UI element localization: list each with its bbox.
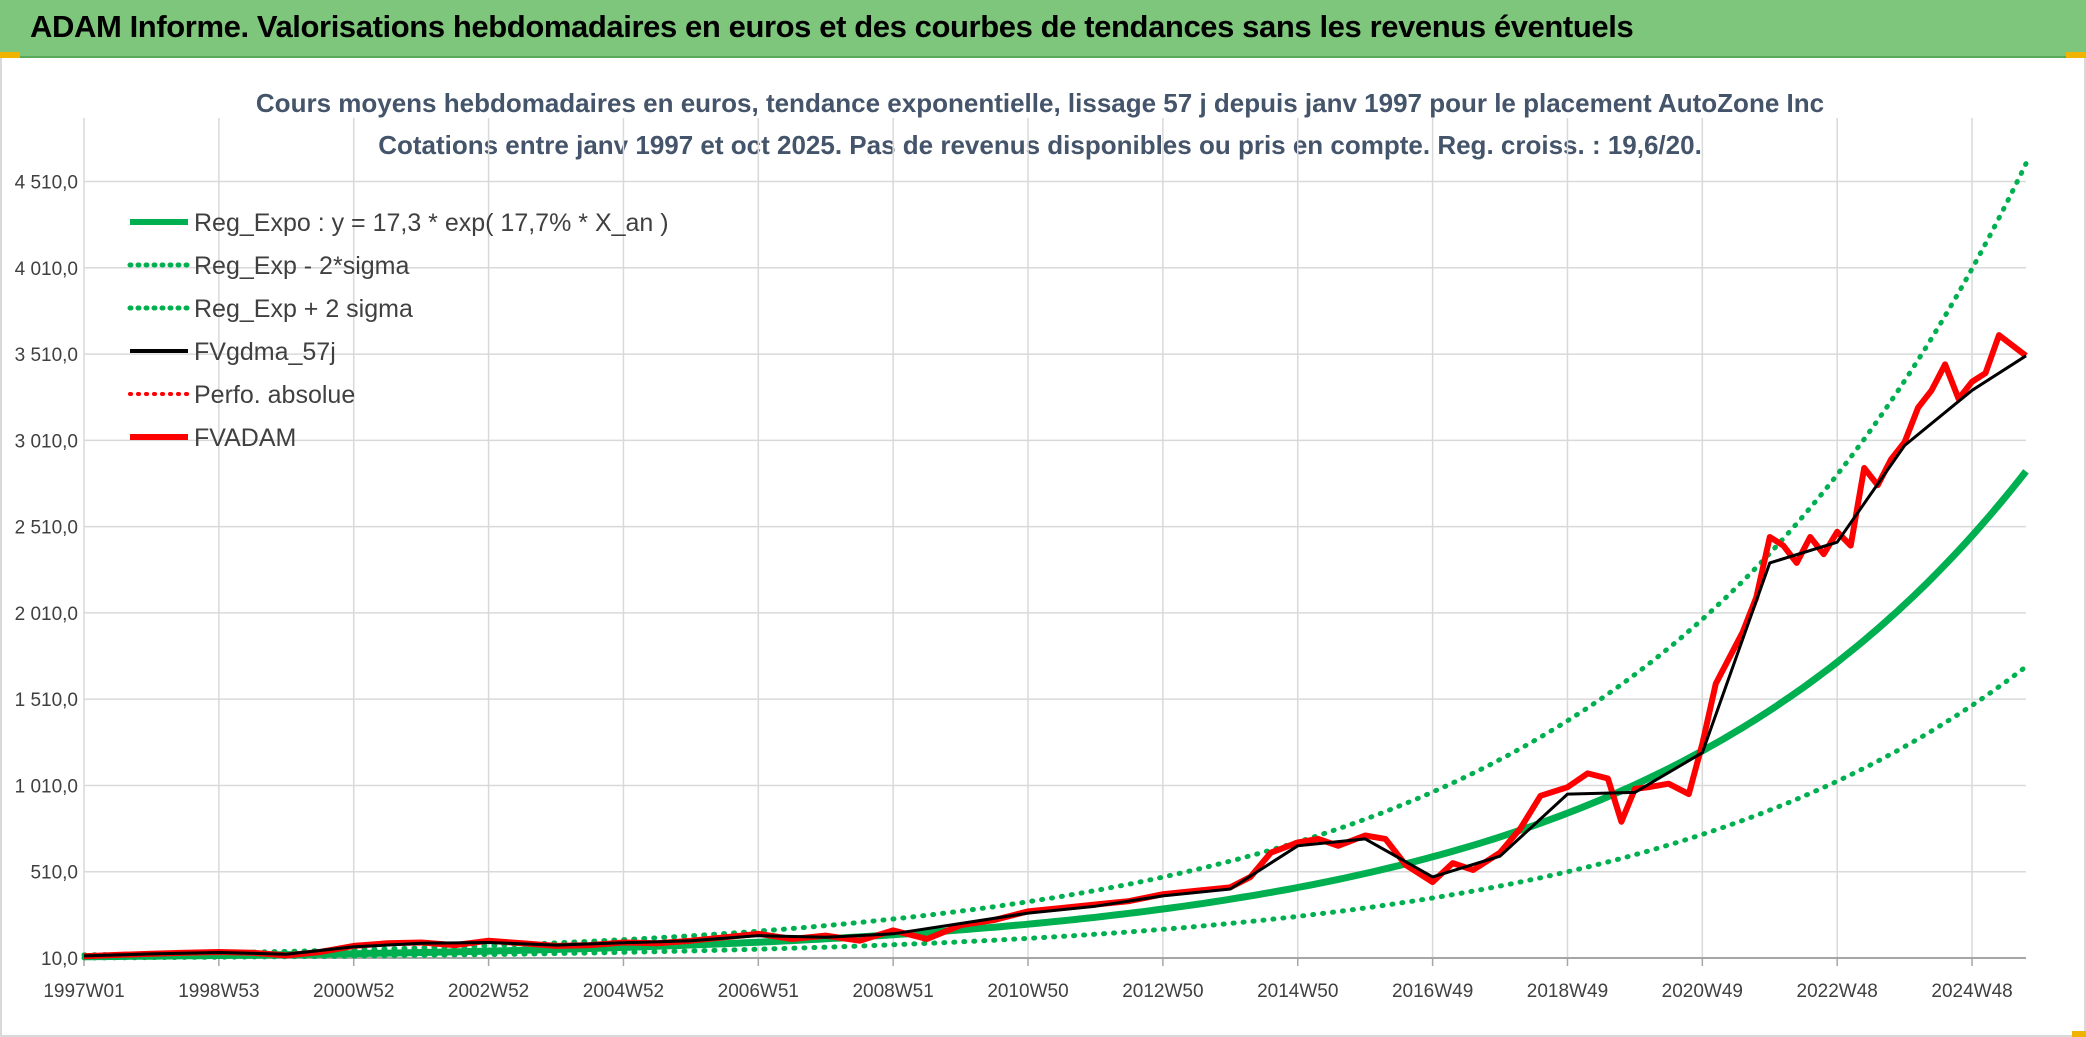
x-axis: 1997W01 1998W53 2000W52 2002W52 2004W52 2006W… bbox=[43, 957, 2026, 1002]
x-tick-label: 2018W49 bbox=[1527, 981, 1608, 1002]
y-tick-label: 1 510,0 bbox=[15, 690, 78, 711]
x-tick-label: 2012W50 bbox=[1122, 981, 1203, 1002]
y-tick-label: 510,0 bbox=[30, 863, 78, 884]
x-tick-label: 2016W49 bbox=[1392, 981, 1473, 1002]
legend: Reg_Expo : y = 17,3 * exp( 17,7% * X_an … bbox=[127, 209, 669, 452]
chart-title-line-2: Cotations entre janv 1997 et oct 2025. P… bbox=[378, 130, 1702, 160]
corner-marker-right bbox=[2066, 52, 2086, 58]
y-tick-label: 4 510,0 bbox=[15, 173, 78, 194]
x-tick-label: 2024W48 bbox=[1931, 981, 2012, 1002]
plot-area bbox=[81, 161, 2029, 961]
series-fvgdma-57j bbox=[83, 354, 2027, 958]
y-axis: 10,0 510,0 1 010,0 1 510,0 2 010,0 2 510,0 3 0… bbox=[15, 173, 78, 970]
legend-label: Perfo. absolue bbox=[194, 381, 355, 409]
y-tick-label: 1 010,0 bbox=[15, 776, 78, 797]
legend-label: FVADAM bbox=[194, 424, 296, 452]
chart-title-line-1: Cours moyens hebdomadaires en euros, ten… bbox=[256, 88, 1824, 118]
corner-marker-left bbox=[0, 52, 20, 58]
x-tick-label: 2014W50 bbox=[1257, 981, 1338, 1002]
grid bbox=[83, 118, 2026, 959]
x-tick-label: 2002W52 bbox=[448, 981, 529, 1002]
y-tick-label: 3 010,0 bbox=[15, 431, 78, 452]
corner-marker-bottom-right bbox=[2072, 1031, 2086, 1037]
x-tick-label: 2004W52 bbox=[583, 981, 664, 1002]
series-reg-exp-plus-2sigma bbox=[81, 161, 2029, 958]
y-tick-label: 10,0 bbox=[41, 949, 78, 970]
legend-label: Reg_Exp - 2*sigma bbox=[194, 252, 409, 280]
header-banner: ADAM Informe. Valorisations hebdomadaire… bbox=[0, 0, 2086, 58]
x-tick-label: 2020W49 bbox=[1662, 981, 1743, 1002]
y-tick-label: 4 010,0 bbox=[15, 259, 78, 280]
x-tick-label: 2022W48 bbox=[1797, 981, 1878, 1002]
legend-label: Reg_Expo : y = 17,3 * exp( 17,7% * X_an … bbox=[194, 209, 669, 237]
x-tick-label: 1998W53 bbox=[178, 981, 259, 1002]
legend-label: FVgdma_57j bbox=[194, 338, 336, 366]
x-tick-label: 2006W51 bbox=[718, 981, 799, 1002]
legend-label: Reg_Exp + 2 sigma bbox=[194, 295, 413, 323]
y-tick-label: 2 010,0 bbox=[15, 604, 78, 625]
series-reg-exp-minus-2sigma bbox=[81, 664, 2029, 961]
x-tick-label: 1997W01 bbox=[43, 981, 124, 1002]
series-fvadam bbox=[83, 332, 2028, 960]
x-tick-label: 2010W50 bbox=[987, 981, 1068, 1002]
x-tick-label: 2000W52 bbox=[313, 981, 394, 1002]
page-title: ADAM Informe. Valorisations hebdomadaire… bbox=[30, 9, 1634, 44]
y-tick-label: 3 510,0 bbox=[15, 345, 78, 366]
x-tick-label: 2008W51 bbox=[852, 981, 933, 1002]
series-reg-expo bbox=[84, 469, 2029, 961]
y-tick-label: 2 510,0 bbox=[15, 518, 78, 539]
